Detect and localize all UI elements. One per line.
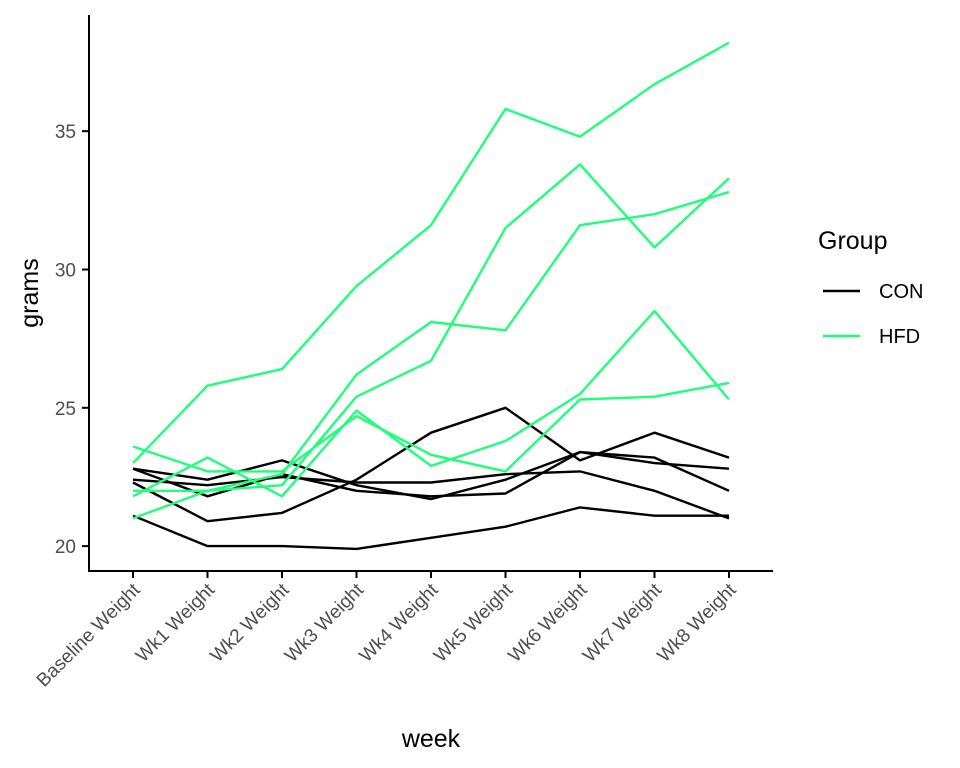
x-axis-title: week [401, 725, 461, 753]
series-line-con [132, 406, 730, 523]
x-tick-label: Wk3 Weight [281, 579, 369, 667]
series-line-con [132, 470, 730, 520]
legend-title: Group [818, 227, 887, 255]
x-tick-label: Wk6 Weight [505, 579, 593, 667]
series-layer [132, 41, 730, 551]
y-tick-label: 20 [55, 537, 76, 558]
x-tick-label: Wk7 Weight [579, 579, 667, 667]
series-line-hfd [132, 309, 730, 498]
x-tick-label: Baseline Weight [33, 579, 145, 691]
legend: Group CON HFD [818, 227, 923, 348]
legend-label-con: CON [879, 281, 923, 303]
x-tick-label: Wk4 Weight [356, 579, 444, 667]
series-line-con [132, 506, 729, 551]
y-axis: 20 25 30 35 [55, 122, 89, 558]
x-tick-label: Wk2 Weight [207, 579, 295, 667]
series-line-hfd [132, 41, 730, 464]
y-tick-label: 35 [55, 122, 76, 143]
series-line-hfd [133, 163, 730, 492]
series-line-hfd [132, 190, 730, 520]
legend-label-hfd: HFD [879, 326, 920, 348]
x-tick-label: Wk1 Weight [132, 579, 220, 667]
x-tick-label: Wk5 Weight [430, 579, 518, 667]
y-axis-title: grams [16, 258, 44, 327]
x-tick-label: Wk8 Weight [654, 579, 742, 667]
series-line-con [132, 450, 730, 501]
series-line-hfd [132, 381, 730, 473]
y-tick-label: 25 [55, 399, 76, 420]
y-tick-label: 30 [55, 260, 76, 281]
